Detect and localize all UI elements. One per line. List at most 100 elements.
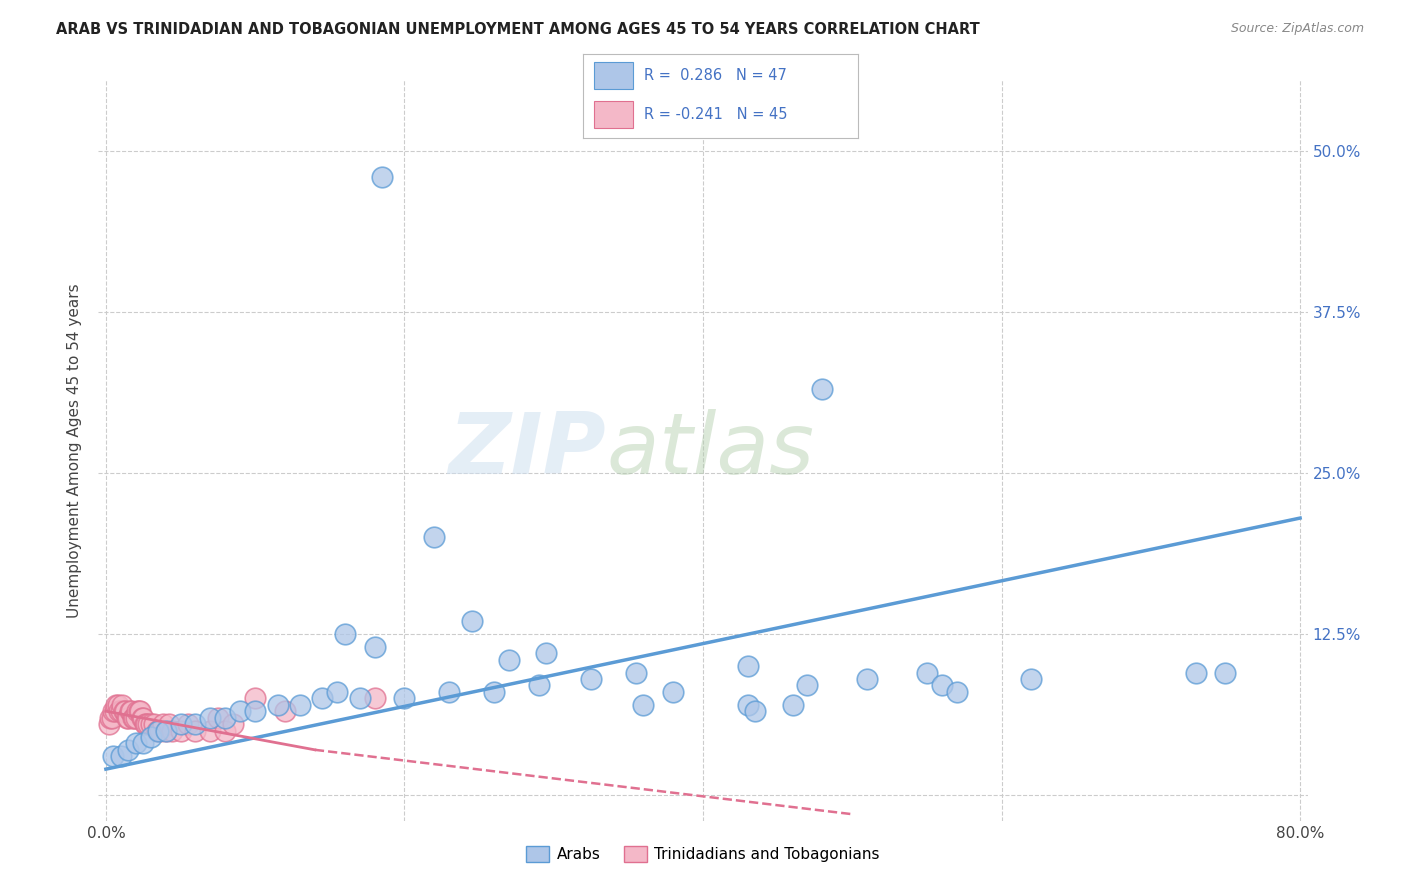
Legend: Arabs, Trinidadians and Tobagonians: Arabs, Trinidadians and Tobagonians bbox=[520, 840, 886, 869]
Point bbox=[127, 704, 149, 718]
Text: atlas: atlas bbox=[606, 409, 814, 492]
Point bbox=[134, 717, 156, 731]
Point bbox=[214, 711, 236, 725]
Point bbox=[132, 736, 155, 750]
Point bbox=[288, 698, 311, 712]
Point bbox=[266, 698, 288, 712]
Point bbox=[160, 723, 183, 738]
Point bbox=[915, 665, 938, 680]
Point bbox=[662, 685, 685, 699]
Text: Source: ZipAtlas.com: Source: ZipAtlas.com bbox=[1230, 22, 1364, 36]
Point bbox=[112, 704, 135, 718]
Y-axis label: Unemployment Among Ages 45 to 54 years: Unemployment Among Ages 45 to 54 years bbox=[67, 283, 83, 618]
Point bbox=[115, 711, 138, 725]
Point bbox=[120, 704, 142, 718]
Point bbox=[125, 711, 148, 725]
Point bbox=[146, 723, 169, 738]
Point bbox=[104, 704, 127, 718]
Point bbox=[155, 723, 177, 738]
Point bbox=[169, 717, 191, 731]
Point bbox=[103, 704, 125, 718]
Text: ARAB VS TRINIDADIAN AND TOBAGONIAN UNEMPLOYMENT AMONG AGES 45 TO 54 YEARS CORREL: ARAB VS TRINIDADIAN AND TOBAGONIAN UNEMP… bbox=[56, 22, 980, 37]
Point bbox=[394, 691, 416, 706]
Point bbox=[177, 717, 200, 731]
Point bbox=[128, 704, 150, 718]
Point bbox=[214, 723, 236, 738]
Point bbox=[243, 704, 266, 718]
Point bbox=[811, 382, 834, 396]
Point bbox=[633, 698, 655, 712]
Point bbox=[536, 646, 558, 660]
FancyBboxPatch shape bbox=[595, 101, 633, 128]
Point bbox=[482, 685, 505, 699]
Point bbox=[103, 749, 125, 764]
Point bbox=[114, 704, 136, 718]
Point bbox=[229, 704, 252, 718]
Point bbox=[122, 711, 145, 725]
Point bbox=[98, 711, 121, 725]
Point bbox=[157, 717, 180, 731]
Point bbox=[200, 711, 222, 725]
Point bbox=[945, 685, 967, 699]
Point bbox=[439, 685, 461, 699]
Point bbox=[579, 672, 602, 686]
Point bbox=[184, 717, 207, 731]
Point bbox=[349, 691, 371, 706]
Point bbox=[856, 672, 879, 686]
Point bbox=[1215, 665, 1237, 680]
Point bbox=[139, 730, 162, 744]
Point bbox=[1184, 665, 1206, 680]
Point bbox=[142, 717, 165, 731]
Point bbox=[498, 653, 520, 667]
Point bbox=[460, 614, 482, 628]
Point bbox=[125, 736, 148, 750]
Point bbox=[200, 723, 222, 738]
Point bbox=[363, 691, 385, 706]
Point bbox=[737, 698, 759, 712]
Point bbox=[145, 723, 167, 738]
Point bbox=[121, 711, 143, 725]
Point bbox=[107, 698, 129, 712]
Point bbox=[117, 743, 139, 757]
Point bbox=[169, 723, 191, 738]
Point bbox=[149, 723, 172, 738]
Point bbox=[111, 698, 134, 712]
Point bbox=[184, 723, 207, 738]
Point bbox=[931, 678, 953, 692]
Point bbox=[796, 678, 818, 692]
Point bbox=[131, 711, 153, 725]
Point bbox=[311, 691, 333, 706]
Point bbox=[207, 711, 229, 725]
Point bbox=[129, 704, 152, 718]
Point bbox=[108, 704, 131, 718]
FancyBboxPatch shape bbox=[595, 62, 633, 89]
Point bbox=[105, 698, 128, 712]
Point bbox=[333, 627, 356, 641]
Point bbox=[782, 698, 804, 712]
Point bbox=[117, 711, 139, 725]
Point bbox=[110, 749, 132, 764]
Point bbox=[132, 711, 155, 725]
Point bbox=[1021, 672, 1043, 686]
Point bbox=[110, 704, 132, 718]
Point bbox=[243, 691, 266, 706]
Text: R = -0.241   N = 45: R = -0.241 N = 45 bbox=[644, 107, 787, 122]
Point bbox=[363, 640, 385, 654]
Point bbox=[152, 717, 174, 731]
Point bbox=[139, 717, 162, 731]
Point bbox=[624, 665, 647, 680]
Point bbox=[97, 717, 120, 731]
Point bbox=[423, 530, 446, 544]
Point bbox=[101, 711, 124, 725]
Point bbox=[326, 685, 349, 699]
Point bbox=[744, 704, 766, 718]
Point bbox=[118, 704, 141, 718]
Text: R =  0.286   N = 47: R = 0.286 N = 47 bbox=[644, 68, 787, 83]
Text: ZIP: ZIP bbox=[449, 409, 606, 492]
Point bbox=[155, 723, 177, 738]
Point bbox=[136, 717, 159, 731]
Point bbox=[222, 717, 245, 731]
Point bbox=[737, 659, 759, 673]
Point bbox=[135, 717, 157, 731]
Point bbox=[527, 678, 550, 692]
